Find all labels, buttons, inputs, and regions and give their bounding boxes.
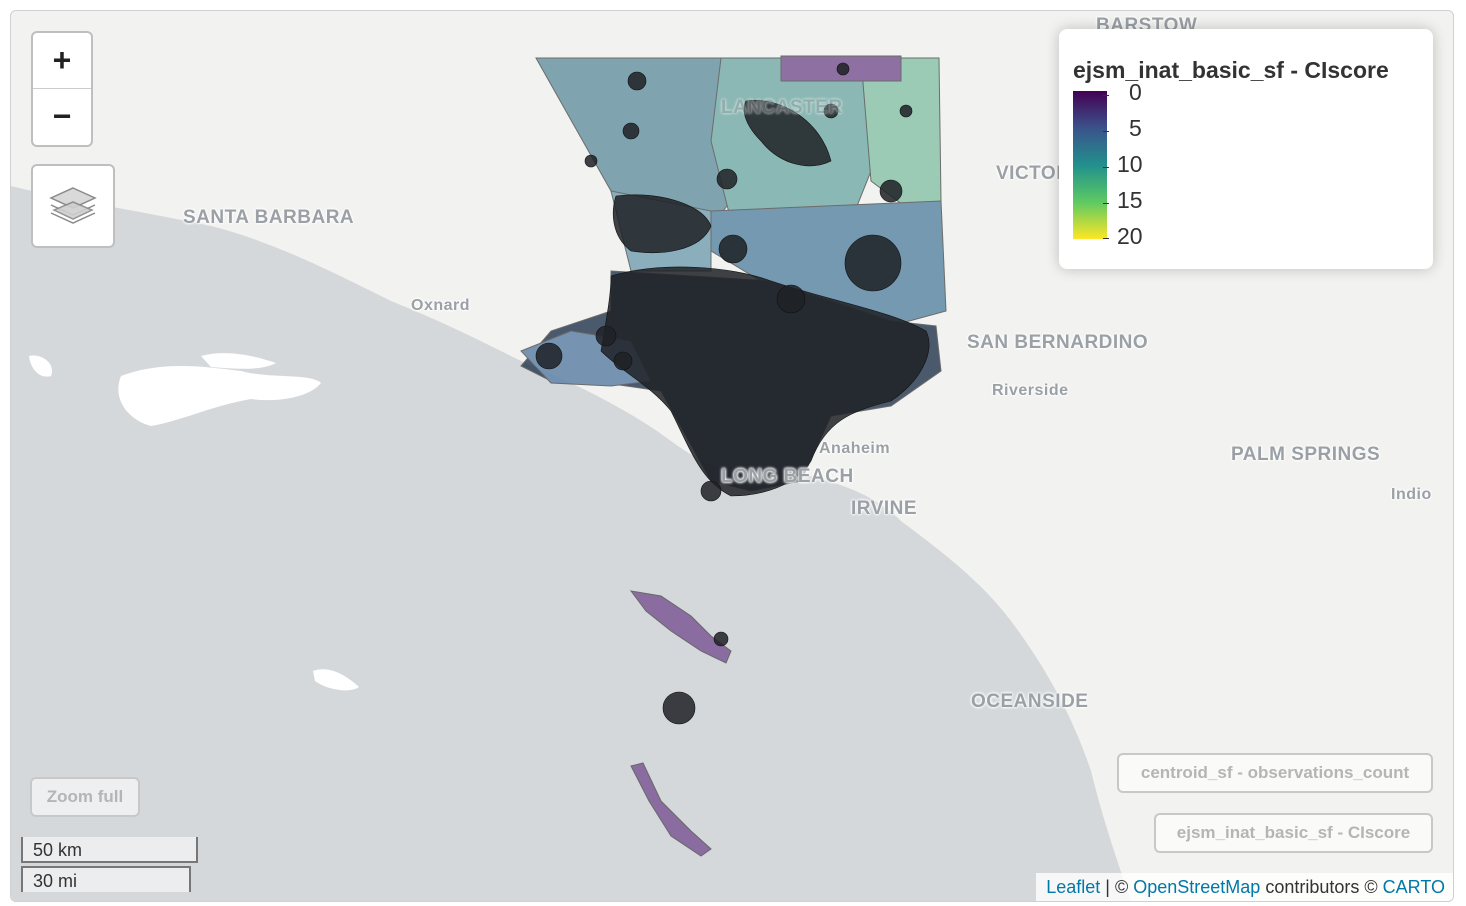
place-santa-barbara: SANTA BARBARA	[183, 207, 355, 228]
osm-link[interactable]: OpenStreetMap	[1133, 877, 1261, 897]
place-lancaster: LANCASTER	[721, 97, 843, 118]
zoom-control: + −	[31, 31, 93, 147]
island-san-clemente	[630, 762, 712, 857]
point-large-4	[535, 342, 563, 370]
attribution-sep: | ©	[1100, 877, 1134, 897]
place-oxnard: Oxnard	[411, 297, 471, 314]
zoom-full-button[interactable]: Zoom full	[30, 777, 140, 817]
legend-label: 10	[1117, 151, 1143, 177]
point-md-12	[700, 480, 722, 502]
scale-bar-metric: 50 km	[21, 837, 198, 863]
legend-tick	[1103, 203, 1109, 204]
map-container[interactable]: BARSTOW SANTA BARBARA Oxnard LANCASTER V…	[10, 10, 1454, 902]
place-long-beach: LONG BEACH	[721, 466, 854, 487]
point-large-2	[662, 691, 696, 725]
point-large-3	[718, 234, 748, 264]
layers-icon	[49, 187, 97, 224]
legend-label: 15	[1117, 187, 1143, 213]
point-md-11	[595, 325, 617, 347]
attribution-contributors: contributors ©	[1260, 877, 1383, 897]
point-md-2	[622, 122, 640, 140]
point-md-1	[627, 71, 647, 91]
point-cluster-lancaster	[743, 100, 832, 167]
point-cluster-valley	[612, 194, 712, 254]
place-indio: Indio	[1391, 486, 1432, 503]
layer-toggle-ciscore-button[interactable]: ejsm_inat_basic_sf - CIscore	[1154, 813, 1433, 853]
layers-button[interactable]	[31, 164, 115, 248]
observation-points	[535, 62, 930, 725]
point-md-5	[713, 631, 729, 647]
place-irvine: IRVINE	[851, 498, 918, 519]
place-anaheim: Anaheim	[819, 440, 891, 457]
legend-tick	[1103, 95, 1109, 96]
point-large-1	[844, 234, 902, 292]
place-oceanside: OCEANSIDE	[971, 691, 1089, 712]
point-md-4	[716, 168, 738, 190]
ocean	[11, 186, 1131, 901]
carto-link[interactable]: CARTO	[1382, 877, 1445, 897]
island-santa-cruz	[118, 366, 321, 426]
legend-tick	[1103, 238, 1109, 239]
legend-title: ejsm_inat_basic_sf - CIscore	[1073, 57, 1389, 83]
attribution: Leaflet | © OpenStreetMap contributors ©…	[1036, 873, 1453, 901]
legend-panel: ejsm_inat_basic_sf - CIscore 0 5 10 15 2…	[1059, 29, 1433, 269]
point-md-3	[879, 179, 903, 203]
point-md-9	[584, 154, 598, 168]
legend-label: 5	[1129, 115, 1142, 141]
legend-label: 0	[1129, 79, 1142, 105]
zoom-in-button[interactable]: +	[52, 42, 72, 78]
island-santa-rosa	[201, 353, 276, 369]
scale-bar-imperial: 30 mi	[21, 866, 191, 892]
legend-label: 20	[1117, 223, 1143, 249]
legend-tick	[1103, 131, 1109, 132]
place-riverside: Riverside	[992, 382, 1069, 399]
point-md-10	[613, 351, 633, 371]
legend-tick	[1103, 167, 1109, 168]
basemap[interactable]	[11, 11, 1453, 901]
legend-color-ramp	[1073, 91, 1107, 239]
place-san-bernardino: SAN BERNARDINO	[967, 332, 1149, 353]
point-large-5	[776, 284, 806, 314]
point-md-7	[899, 104, 913, 118]
point-md-8	[836, 62, 850, 76]
island-san-nicolas	[313, 669, 359, 691]
island-catalina	[629, 590, 732, 664]
place-palm-springs: PALM SPRINGS	[1231, 444, 1381, 465]
zoom-out-button[interactable]: −	[33, 88, 91, 144]
leaflet-link[interactable]: Leaflet	[1046, 877, 1101, 897]
island-anacapa	[29, 355, 52, 377]
layer-toggle-centroid-button[interactable]: centroid_sf - observations_count	[1117, 753, 1433, 793]
point-md-6	[823, 103, 839, 119]
